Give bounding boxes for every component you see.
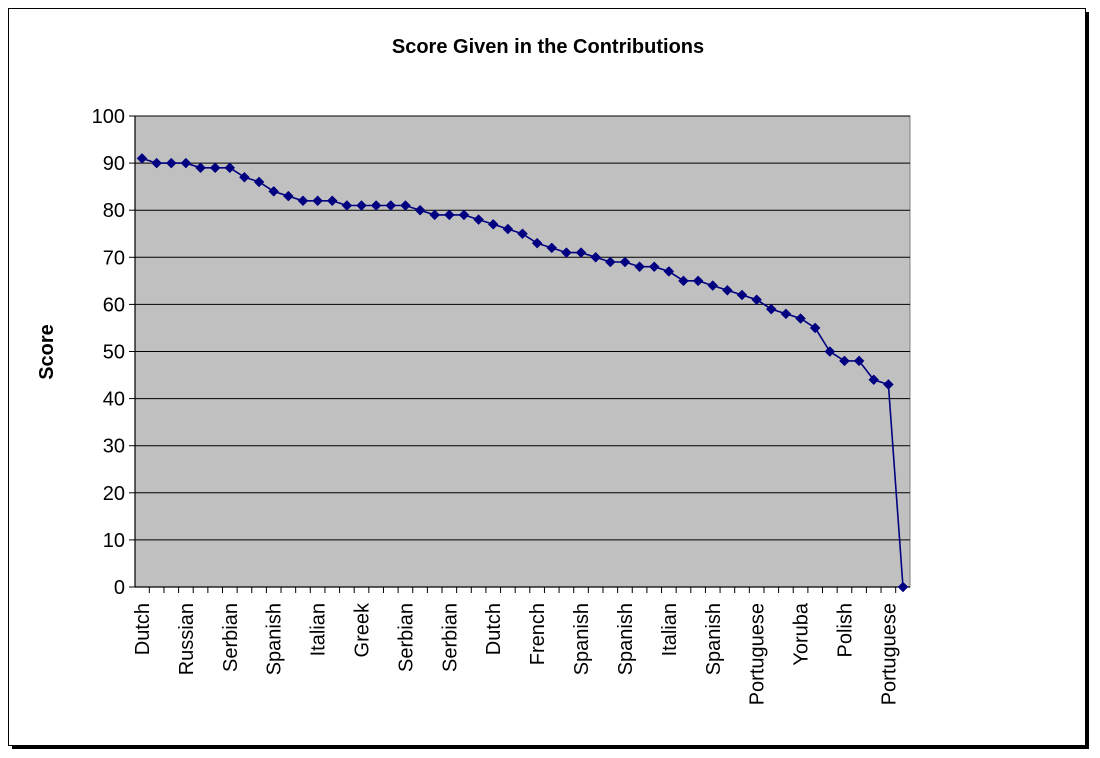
x-tick-label: Russian — [176, 603, 198, 675]
x-tick-label: Italian — [659, 603, 681, 656]
data-point — [648, 261, 660, 273]
data-point — [780, 308, 792, 320]
data-point — [561, 247, 572, 258]
data-point — [795, 313, 806, 324]
data-point — [590, 251, 602, 263]
x-tick-label: Serbian — [439, 603, 461, 672]
x-tick-label: Portuguese — [878, 603, 900, 705]
x-tick-label: Spanish — [571, 603, 593, 675]
x-tick-label: Spanish — [264, 603, 286, 675]
data-point — [722, 284, 733, 296]
data-point — [180, 157, 192, 169]
data-point — [809, 322, 821, 334]
data-point — [487, 218, 499, 230]
data-point — [692, 275, 704, 287]
data-point — [765, 303, 777, 315]
data-point — [839, 355, 850, 367]
data-point — [517, 228, 528, 240]
data-point — [883, 379, 894, 390]
data-point — [136, 153, 148, 164]
data-point — [707, 280, 719, 291]
x-tick-label: Spanish — [703, 603, 725, 675]
data-point — [253, 176, 265, 188]
data-point — [868, 374, 880, 386]
data-point — [356, 200, 367, 211]
data-point — [502, 223, 514, 235]
y-axis-label: Score — [36, 324, 58, 380]
x-tick-label: Yoruba — [791, 602, 813, 666]
x-tick-label: Serbian — [220, 603, 242, 672]
y-tick-label: 60 — [103, 294, 125, 316]
data-point — [619, 256, 631, 268]
data-point — [473, 214, 484, 225]
data-point — [370, 200, 382, 211]
frame-shadow-bottom — [12, 746, 1089, 749]
data-point — [458, 209, 470, 221]
data-point — [546, 242, 558, 254]
data-point — [429, 209, 441, 221]
data-point — [531, 237, 543, 249]
data-point — [312, 195, 323, 207]
data-point — [297, 195, 309, 207]
data-point — [165, 157, 177, 169]
y-tick-label: 50 — [103, 342, 125, 364]
data-point — [853, 355, 865, 367]
x-tick-label: Greek — [352, 602, 374, 657]
data-point — [326, 195, 338, 207]
data-point — [151, 157, 162, 169]
frame-shadow-right — [1086, 12, 1089, 749]
data-point — [751, 294, 763, 306]
y-tick-label: 40 — [103, 389, 125, 411]
x-tick-label: Dutch — [483, 603, 505, 655]
data-point — [824, 346, 836, 357]
data-point — [385, 200, 397, 211]
data-point — [443, 209, 455, 221]
data-point — [634, 261, 645, 273]
data-point — [678, 275, 689, 287]
data-point — [209, 162, 221, 174]
data-point — [663, 266, 675, 277]
data-point — [575, 247, 587, 258]
data-point — [604, 256, 616, 268]
x-tick-label: Italian — [308, 603, 330, 656]
y-tick-label: 90 — [103, 153, 125, 175]
data-point — [341, 200, 353, 211]
x-tick-label: Portuguese — [747, 603, 769, 705]
y-tick-label: 80 — [103, 200, 125, 222]
x-tick-label: Spanish — [615, 603, 637, 675]
data-point — [224, 162, 236, 174]
data-point — [414, 204, 426, 216]
data-point — [195, 162, 206, 174]
y-tick-label: 10 — [103, 530, 125, 552]
chart-title: Score Given in the Contributions — [392, 36, 704, 58]
data-point — [400, 200, 411, 211]
data-point — [268, 186, 280, 197]
x-tick-label: Serbian — [395, 603, 417, 672]
x-tick-label: Polish — [834, 603, 856, 657]
data-point — [736, 289, 748, 301]
y-tick-label: 30 — [103, 436, 125, 458]
data-point — [239, 171, 250, 183]
y-tick-label: 100 — [92, 106, 125, 128]
x-tick-label: Dutch — [132, 603, 154, 655]
data-point — [282, 190, 294, 202]
x-tick-label: French — [527, 603, 549, 665]
y-tick-label: 20 — [103, 483, 125, 505]
data-point — [897, 581, 909, 593]
y-tick-label: 0 — [114, 577, 125, 599]
plot-area: 0 10 20 30 40 50 60 70 80 90 100 Dutch Russian Serbia… — [92, 106, 911, 705]
y-tick-label: 70 — [103, 247, 125, 269]
